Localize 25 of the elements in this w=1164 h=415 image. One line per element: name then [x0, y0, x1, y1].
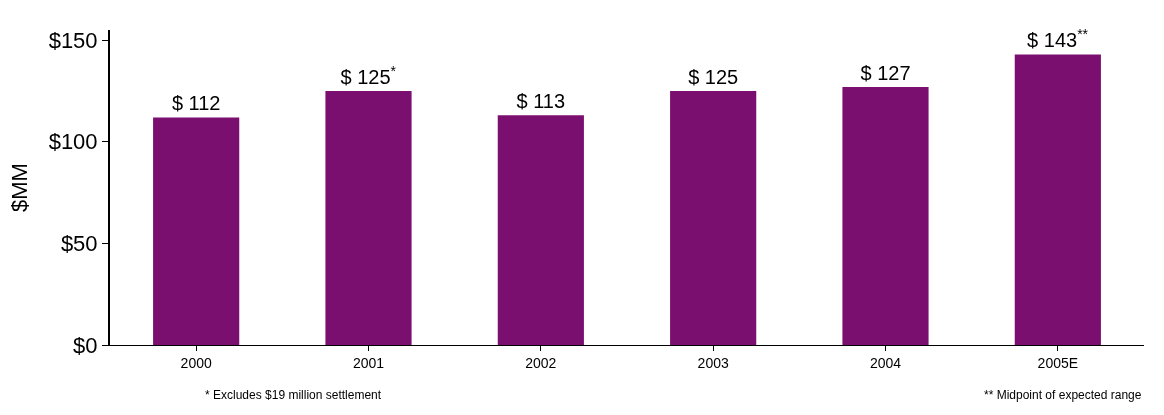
x-tick-label: 2003 [697, 354, 729, 371]
data-label: $ 113 [516, 90, 566, 113]
data-label: $ 143$^{**}$ [1027, 25, 1089, 52]
bar [1014, 54, 1101, 345]
x-tick-label: 2002 [525, 354, 557, 371]
data-label: $ 125 [688, 65, 739, 88]
y-tick-label: $100 [48, 129, 98, 155]
text: * Excludes $19 million settlement [205, 388, 382, 402]
x-tick-label: 2004 [869, 354, 902, 371]
data-label: $ 112 [171, 92, 221, 115]
bar [842, 86, 929, 345]
x-tick-label: 2005E [1037, 354, 1079, 371]
x-tick-label: 2001 [352, 354, 385, 371]
y-tick-label: $0 [73, 332, 98, 358]
bar [497, 115, 584, 345]
y-tick-label: $50 [60, 231, 98, 257]
bar [670, 90, 757, 345]
y-tick-label: $150 [48, 27, 98, 53]
bar [153, 117, 240, 345]
data-label: $ 127 [860, 61, 911, 84]
y-axis-title: $MM [6, 163, 32, 212]
data-label: $ 125$^{*}$ [340, 62, 397, 88]
x-tick-label: 2000 [180, 354, 212, 371]
text: ** Midpoint of expected range [984, 388, 1142, 402]
bar [325, 90, 412, 345]
